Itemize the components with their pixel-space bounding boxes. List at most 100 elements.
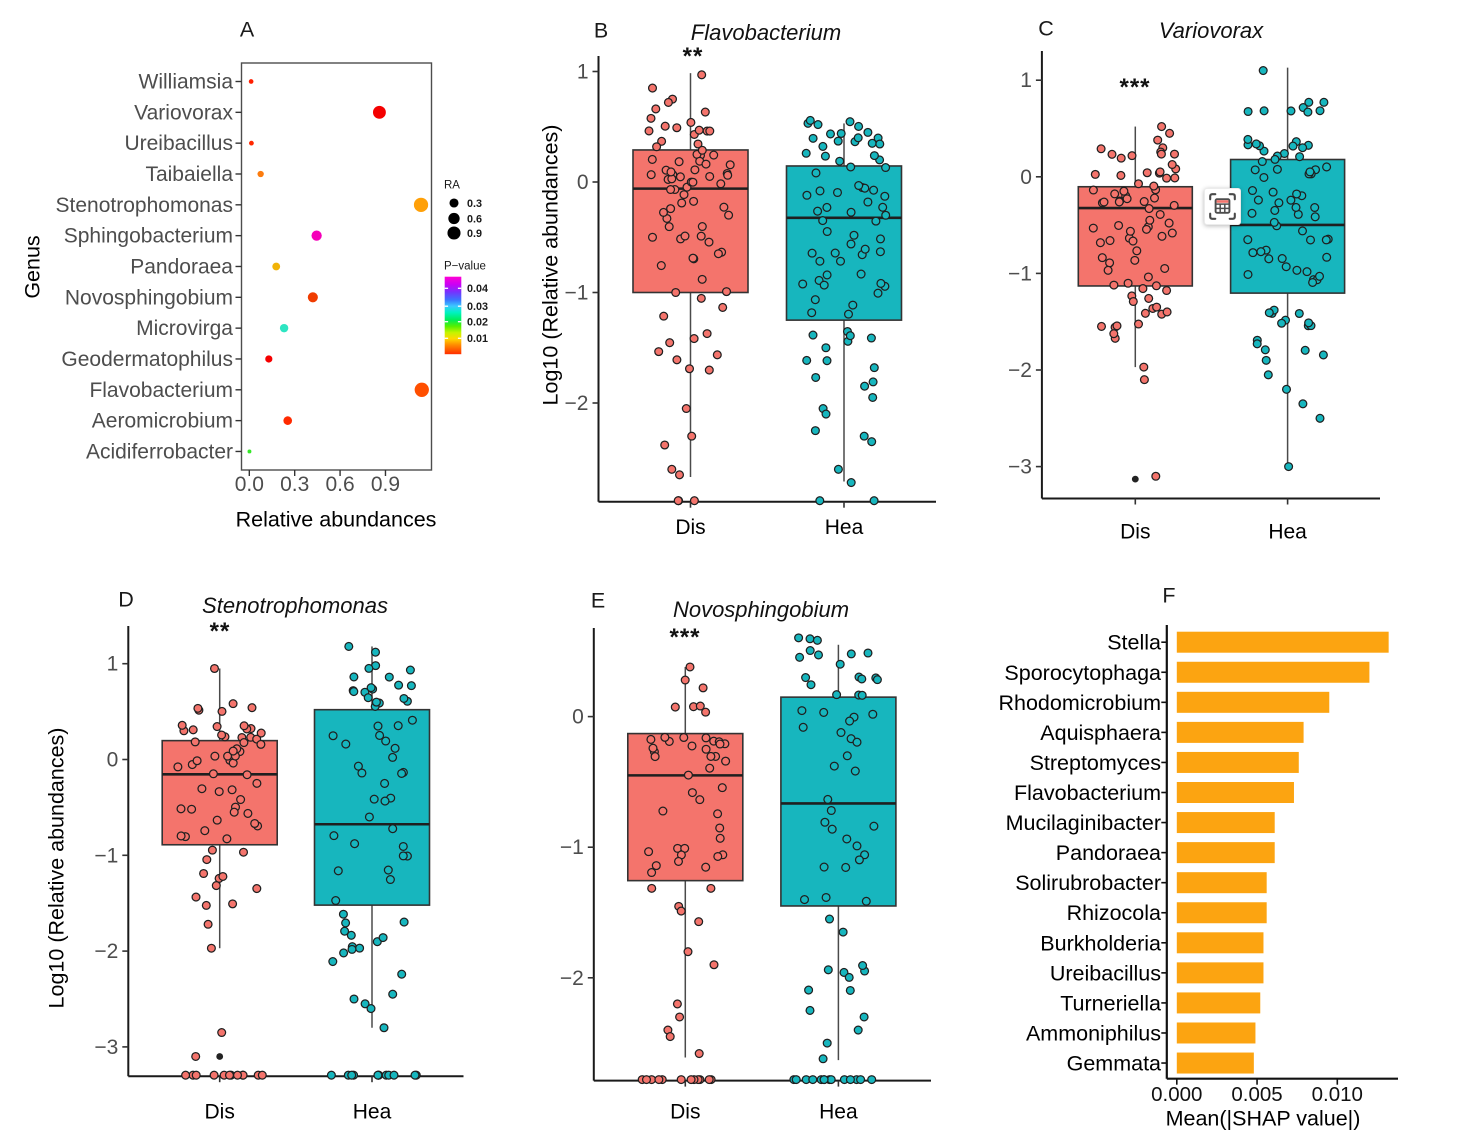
jitter-point (344, 641, 354, 651)
jitter-point (696, 293, 706, 303)
jitter-point (818, 141, 828, 151)
jitter-point (228, 899, 238, 909)
floor-point (224, 1070, 235, 1080)
jitter-point (1139, 362, 1149, 372)
bar-label: Rhizocola (1067, 901, 1161, 925)
jitter-point (701, 744, 711, 754)
jitter-point (1088, 185, 1098, 195)
jitter-point (853, 133, 863, 143)
group-hea: Hea (313, 641, 431, 1124)
jitter-point (1270, 205, 1280, 215)
jitter-point (713, 809, 723, 819)
jitter-point (341, 918, 351, 928)
jitter-point (683, 947, 693, 957)
jitter-point (657, 136, 667, 146)
jitter-point (845, 117, 855, 127)
jitter-point (842, 834, 852, 844)
y-tick-label: −3 (1008, 456, 1032, 479)
jitter-point (712, 350, 722, 360)
jitter-point (687, 788, 697, 798)
genus-label: Acidiferrobacter (86, 440, 233, 463)
jitter-point (697, 222, 707, 232)
jitter-point (1305, 235, 1316, 245)
jitter-point (687, 741, 697, 751)
jitter-point (672, 355, 682, 365)
y-tick-label: −2 (560, 967, 584, 990)
jitter-point (393, 721, 403, 731)
jitter-point (1258, 66, 1268, 76)
panel-letter-d: D (118, 587, 134, 612)
jitter-point (715, 823, 725, 833)
jitter-point (1297, 226, 1308, 236)
jitter-point (871, 216, 881, 226)
jitter-point (713, 249, 723, 259)
jitter-point (212, 722, 222, 732)
jitter-point (705, 763, 715, 773)
jitter-point (875, 247, 885, 257)
jitter-point (1112, 321, 1122, 331)
jitter-point (1151, 471, 1161, 481)
jitter-point (191, 892, 201, 902)
jitter-point (212, 815, 222, 825)
jitter-point (1140, 308, 1150, 318)
jitter-point (689, 196, 699, 206)
jitter-point (1127, 151, 1137, 161)
jitter-point (807, 308, 817, 318)
group-label: Dis (205, 1101, 235, 1124)
jitter-point (1116, 153, 1126, 163)
panel-f-barchart: Stella Sporocytophaga Rhodomicrobium Aquisp… (998, 625, 1398, 1106)
panel-b-boxplot: 1 0 −1 −2 Dis Hea (565, 56, 936, 539)
significance-e: *** (669, 624, 701, 651)
jitter-point (830, 248, 840, 258)
jitter-point (192, 756, 202, 766)
axis-title-relative-abundances: Relative abundances (235, 507, 437, 532)
jitter-point (193, 703, 203, 713)
genus-label: Variovorax (134, 101, 233, 124)
jitter-point (1145, 215, 1155, 225)
jitter-point (1272, 164, 1282, 174)
table-capture-overlay-button[interactable] (1204, 188, 1241, 225)
jitter-point (701, 862, 711, 872)
jitter-point (836, 128, 846, 139)
jitter-point (822, 356, 832, 366)
jitter-point (821, 892, 831, 903)
jitter-point (697, 274, 707, 284)
jitter-point (228, 746, 238, 756)
legend-size-dot (448, 212, 460, 225)
jitter-point (827, 824, 837, 834)
jitter-point (407, 715, 417, 725)
jitter-point (1243, 235, 1253, 245)
jitter-point (201, 900, 211, 910)
bar-label: Ureibacillus (1050, 961, 1161, 985)
floor-point (676, 1075, 686, 1085)
jitter-point (666, 184, 676, 195)
ra-dot-sphingobacterium (311, 230, 322, 241)
jitter-point (723, 170, 733, 180)
jitter-point (651, 104, 661, 114)
group-label: Hea (1268, 521, 1307, 544)
jitter-point (797, 706, 807, 716)
genus-label: Geodermatophilus (61, 348, 233, 371)
jitter-point (808, 133, 818, 143)
jitter-point (721, 756, 731, 766)
jitter-point (1288, 141, 1298, 151)
ra-dot-novosphingobium (307, 292, 318, 303)
jitter-point (1156, 149, 1166, 159)
jitter-point (1130, 255, 1140, 265)
jitter-point (846, 207, 856, 217)
jitter-point (718, 302, 728, 312)
jitter-point (1165, 128, 1175, 138)
jitter-point (176, 804, 186, 814)
jitter-point (867, 138, 877, 148)
jitter-point (190, 737, 200, 747)
genus-label: Ureibacillus (124, 132, 233, 155)
jitter-point (394, 680, 404, 690)
floor-point (641, 1075, 652, 1085)
y-tick-label: 0 (107, 749, 119, 772)
jitter-point (1125, 226, 1135, 236)
jitter-point (1105, 236, 1115, 246)
jitter-point (406, 681, 416, 691)
jitter-point (1157, 231, 1167, 241)
jitter-point (713, 851, 723, 861)
jitter-point (1128, 296, 1138, 307)
